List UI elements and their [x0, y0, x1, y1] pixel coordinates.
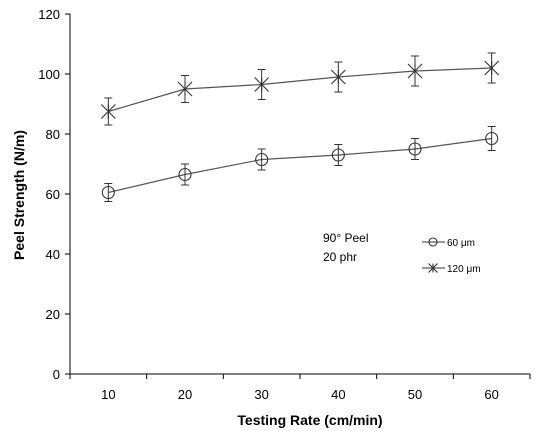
- error-bar: [411, 138, 419, 160]
- y-tick-label: 60: [46, 187, 60, 202]
- data-point: [178, 167, 192, 182]
- series-layer: [100, 52, 500, 202]
- series-120um: [100, 52, 500, 126]
- legend-marker: [428, 237, 438, 247]
- error-bar: [181, 163, 189, 186]
- y-tick-label: 0: [53, 367, 60, 382]
- legend-marker: [428, 263, 438, 273]
- legend-label: 60 μm: [447, 238, 475, 249]
- legend-item: 60 μm: [422, 237, 475, 249]
- x-tick-label: 10: [101, 387, 115, 402]
- series-60um: [101, 126, 499, 202]
- y-tick-label: 40: [46, 247, 60, 262]
- data-point: [254, 77, 270, 92]
- series-line: [108, 137, 492, 194]
- data-point: [485, 131, 499, 146]
- series-line: [108, 67, 492, 113]
- x-tick-label: 20: [178, 387, 192, 402]
- data-point: [255, 152, 269, 167]
- x-tick-label: 50: [408, 387, 422, 402]
- y-ticks: 0 20 40 60 80 100 120: [38, 7, 70, 382]
- legend-label: 120 μm: [447, 264, 481, 275]
- annotation-phr: 20 phr: [323, 250, 357, 264]
- data-point: [100, 104, 116, 119]
- x-tick-label: 60: [484, 387, 498, 402]
- x-tick-label: 40: [331, 387, 345, 402]
- data-point: [331, 148, 345, 162]
- data-point: [101, 185, 115, 200]
- data-point: [407, 63, 423, 79]
- legend: 60 μm 120 μm: [422, 237, 481, 275]
- data-point: [177, 81, 193, 97]
- y-tick-label: 20: [46, 307, 60, 322]
- legend-item: 120 μm: [422, 263, 481, 275]
- error-bar: [487, 126, 496, 151]
- error-bar: [334, 144, 343, 166]
- y-tick-label: 120: [38, 7, 60, 22]
- y-tick-label: 100: [38, 67, 60, 82]
- x-tick-label: 30: [254, 387, 268, 402]
- annotation-peel-angle: 90° Peel: [323, 231, 369, 245]
- y-tick-label: 80: [46, 127, 60, 142]
- axes: 0 20 40 60 80 100 120 10 20 30 40 50 60: [38, 7, 531, 402]
- y-axis-title: Peel Strength (N/m): [11, 130, 27, 260]
- data-point: [408, 142, 422, 156]
- x-axis-title: Testing Rate (cm/min): [237, 412, 382, 428]
- data-point: [484, 60, 500, 76]
- error-bar: [257, 148, 266, 171]
- data-point: [330, 69, 346, 85]
- x-ticks: 10 20 30 40 50 60: [69, 374, 531, 402]
